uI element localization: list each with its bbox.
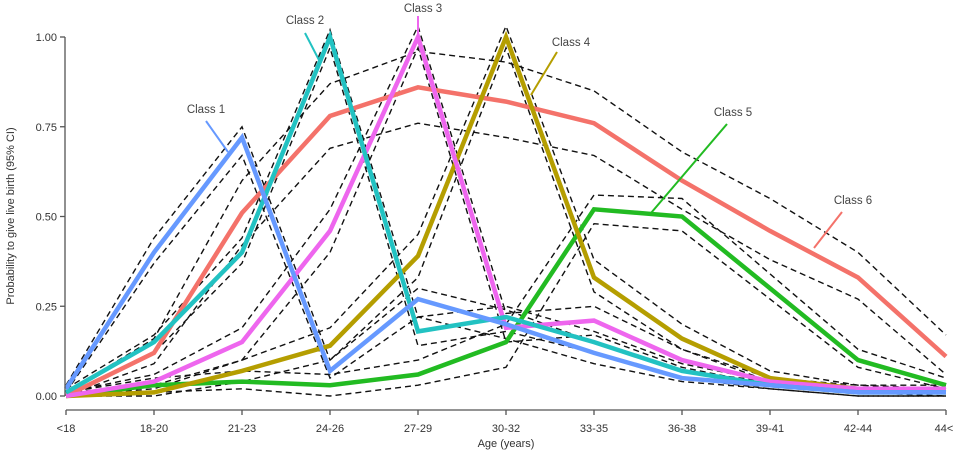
- class-3-label: Class 3: [404, 3, 442, 15]
- class-1-line: [64, 132, 946, 395]
- class-3-ci-upper: [65, 24, 946, 394]
- x-tick-label: 33-35: [580, 423, 608, 435]
- y-tick-label: 0.75: [36, 122, 57, 134]
- class-2-leader-line: [304, 32, 321, 63]
- class-labels: Class 1 Class 2 Class 3 Class 4 Class 5 Class…: [187, 3, 872, 249]
- class-6-label: Class 6: [834, 195, 872, 207]
- y-tick-label: 0.25: [36, 301, 57, 313]
- class-5-line: [65, 206, 947, 399]
- x-tick-label: 39-41: [756, 423, 784, 435]
- axes: 0.00 0.25 0.50 0.75 1.00 <18 18-20 21-23 24-26 27…: [36, 32, 954, 435]
- y-tick-label: 0.50: [36, 212, 57, 224]
- x-tick-label: 24-26: [316, 423, 344, 435]
- class-2-label: Class 2: [286, 15, 324, 27]
- class-4-ci-upper: [65, 24, 947, 394]
- class-1-label: Class 1: [187, 104, 225, 116]
- x-tick-label: 18-20: [140, 423, 168, 435]
- class-5-label: Class 5: [714, 107, 752, 119]
- class-5-leader-line: [650, 123, 728, 214]
- x-tick-label: 27-29: [404, 423, 432, 435]
- class-2-ci-lower: [65, 45, 946, 397]
- x-tick-label: 42-44: [844, 423, 872, 435]
- y-tick-label: 1.00: [36, 32, 57, 44]
- class-1-leader-line: [205, 120, 229, 153]
- x-tick-label: 36-38: [668, 423, 696, 435]
- class-4-leader-line: [530, 51, 558, 96]
- class-4-label: Class 4: [552, 37, 591, 49]
- series-lines: [64, 30, 948, 399]
- class-1-ci-upper: [65, 125, 946, 390]
- y-tick-label: 0.00: [36, 391, 57, 403]
- class-6-leader-line: [813, 211, 843, 249]
- class-5-ci-lower: [65, 222, 947, 397]
- class-3-line: [65, 30, 946, 399]
- x-tick-label: 44<: [935, 423, 954, 435]
- x-axis-title: Age (years): [478, 438, 535, 450]
- y-axis-title: Probability to give live birth (95% CI): [5, 127, 17, 304]
- class-6-line: [65, 84, 948, 399]
- x-tick-label: 21-23: [228, 423, 256, 435]
- class-6-ci-upper: [65, 50, 947, 393]
- class-4-line: [65, 30, 947, 399]
- x-tick-label: 30-32: [492, 423, 520, 435]
- x-tick-label: <18: [57, 423, 76, 435]
